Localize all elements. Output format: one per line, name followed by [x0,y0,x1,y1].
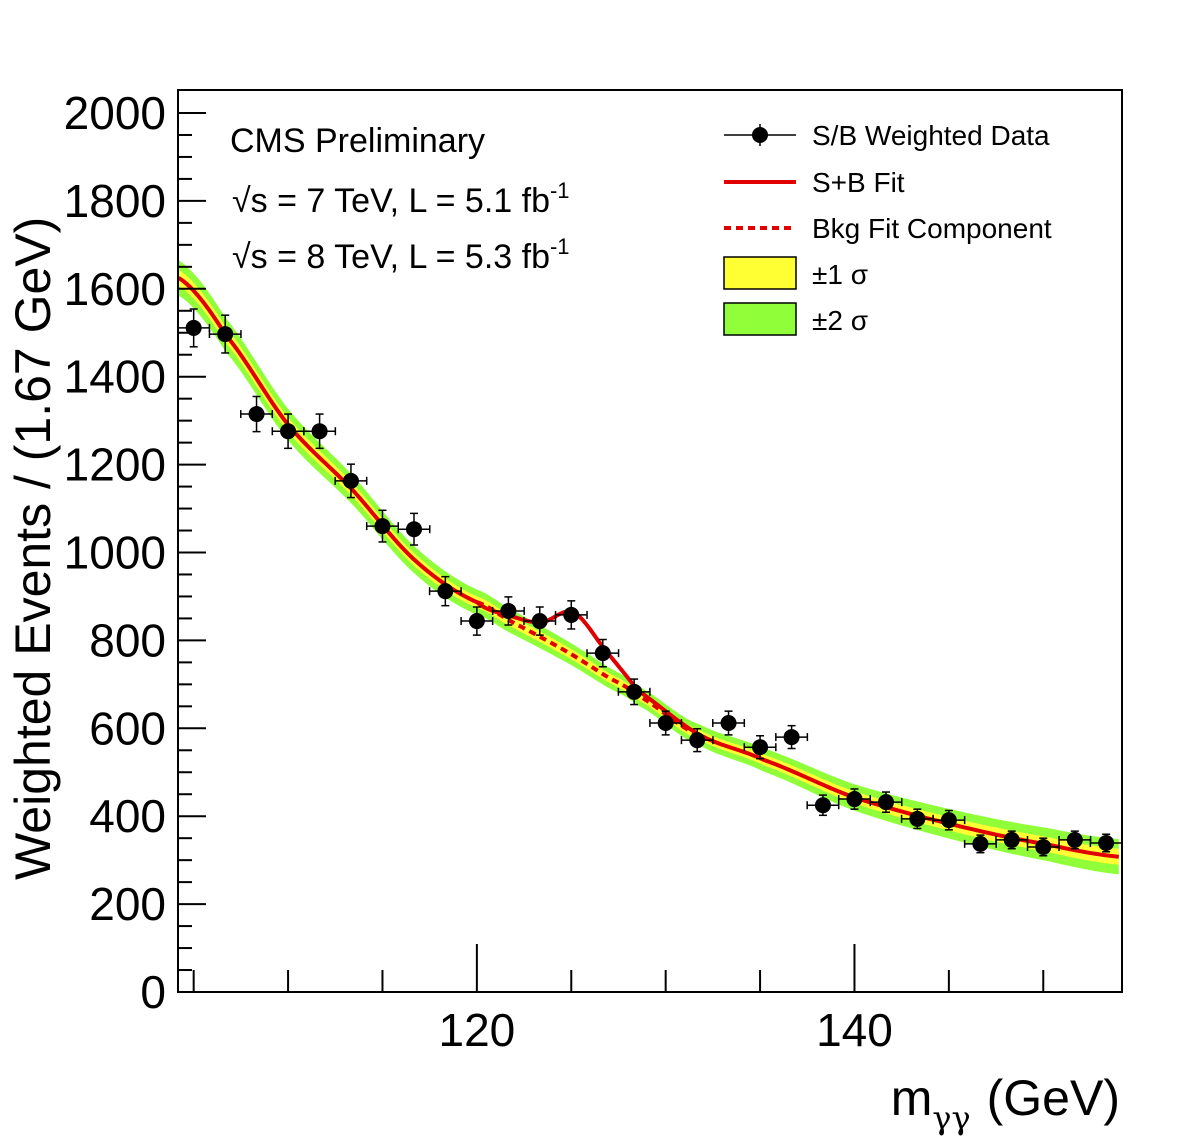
data-point [932,809,966,831]
data-marker [374,518,391,535]
data-marker [311,423,328,440]
lumi-8tev: √s = 8 TeV, L = 5.3 fb-1 [232,234,570,276]
data-marker [1066,831,1083,848]
y-tick-label: 200 [89,878,166,930]
data-point [554,600,588,630]
lumi-7tev: √s = 7 TeV, L = 5.1 fb-1 [232,178,570,220]
data-point [775,724,809,750]
data-marker [783,729,800,746]
data-point [365,509,399,543]
band-2sigma [178,260,1119,875]
data-marker [594,645,611,662]
data-point [617,678,651,706]
data-marker [972,835,989,852]
data-point [208,314,242,354]
x-axis-label: mγγ (GeV) [891,1070,1120,1137]
data-point [1058,830,1092,850]
data-marker [1003,831,1020,848]
data-marker [940,812,957,829]
data-point [586,638,620,668]
data-marker [878,794,894,811]
fit-curves [177,276,1119,859]
legend: S/B Weighted Data S+B Fit Bkg Fit Compon… [723,120,1052,336]
data-marker [280,423,297,440]
data-marker [217,326,234,343]
data-marker [814,797,831,814]
data-point [995,830,1029,850]
data-marker [657,715,674,732]
data-point [303,413,337,450]
data-marker [1035,838,1052,855]
data-point [460,606,494,636]
data-marker [437,583,454,600]
band-1sigma [178,269,1119,865]
y-tick-label: 400 [89,790,166,842]
y-tick-label: 600 [89,702,166,754]
data-marker [563,606,580,623]
plot-frame [177,89,1123,993]
data-marker [1098,835,1115,852]
y-tick-label: 1600 [64,263,166,315]
x-tick-label: 140 [816,1004,893,1056]
data-point [523,606,557,636]
experiment-label: CMS Preliminary [230,122,485,160]
data-marker [752,739,769,756]
legend-2sigma-box [723,302,797,336]
y-tick-label: 1800 [64,175,166,227]
data-point [712,710,746,736]
y-tick-label: 800 [89,614,166,666]
data-point [963,834,997,854]
legend-sb-label: S+B Fit [812,167,905,198]
axes: 0 200 400 600 800 1000 1200 1400 1600 1800 2000 120… [64,87,1045,1056]
data-marker [626,683,643,700]
sb-fit-curve [177,276,1119,859]
legend-data-label: S/B Weighted Data [812,120,1050,151]
data-marker [500,602,517,619]
data-marker [248,406,265,423]
y-axis-label: Weighted Events / (1.67 GeV) [5,217,61,880]
data-marker [909,810,926,827]
data-points [177,308,1123,857]
data-point [869,791,903,813]
data-marker [720,715,737,732]
x-tick-label: 120 [438,1004,515,1056]
y-tick-label: 2000 [64,87,166,139]
legend-1sigma-label: ±1 σ [812,259,868,290]
data-point [491,596,525,626]
y-tick-label: 1000 [64,527,166,579]
legend-marker-dot [752,127,768,143]
y-tick-label: 0 [140,966,166,1018]
data-point [743,735,777,760]
legend-2sigma-label: ±2 σ [812,305,868,336]
data-point [680,727,714,753]
data-point [649,710,683,736]
data-marker [468,613,485,630]
data-point [428,575,462,607]
legend-1sigma-box [723,256,797,290]
data-point [240,395,274,433]
data-marker [846,791,863,808]
data-marker [531,613,548,630]
bkg-fit-curve [476,600,697,736]
data-point [334,463,368,499]
data-marker [342,472,359,489]
legend-bkg-label: Bkg Fit Component [812,213,1052,244]
y-tick-label: 1200 [64,439,166,491]
data-point [397,512,431,546]
data-point [837,788,871,810]
data-marker [406,521,422,538]
data-point [1026,837,1060,857]
y-tick-label: 1400 [64,351,166,403]
data-marker [689,732,706,749]
data-point [806,794,840,817]
uncertainty-bands [178,260,1119,875]
